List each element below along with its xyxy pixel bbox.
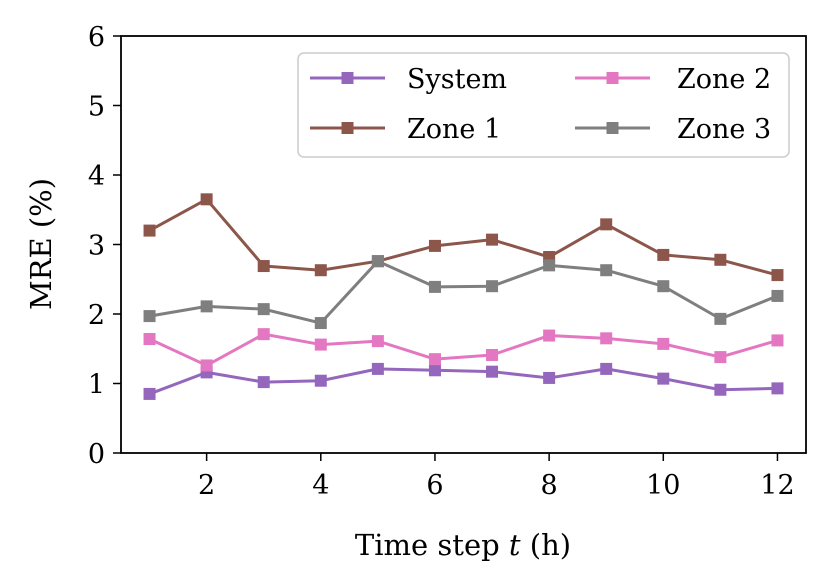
data-point-zone-2 (771, 334, 784, 347)
data-point-zone-1 (657, 248, 670, 261)
data-point-zone-3 (371, 255, 384, 268)
series-system (143, 362, 784, 400)
data-point-zone-1 (257, 260, 270, 273)
data-point-system (257, 376, 270, 389)
legend-item-zone-2: Zone 2 (575, 64, 771, 95)
data-point-zone-2 (486, 349, 499, 362)
data-point-zone-2 (143, 333, 156, 346)
data-point-system (314, 374, 327, 387)
data-point-zone-1 (771, 269, 784, 282)
data-point-zone-1 (428, 239, 441, 252)
legend-marker-zone-2 (606, 72, 619, 84)
x-tick-label: 10 (646, 470, 680, 501)
legend-marker-zone-3 (606, 122, 619, 134)
series-line-zone-3 (149, 259, 779, 325)
data-point-zone-3 (771, 289, 784, 302)
data-point-system (714, 383, 727, 396)
y-tick-label: 4 (88, 161, 105, 192)
legend-marker-system (341, 72, 354, 84)
data-point-zone-3 (600, 264, 613, 277)
y-axis-title: MRE (%) (24, 178, 58, 310)
data-point-zone-2 (543, 329, 556, 342)
series-line-system (149, 367, 778, 396)
data-point-zone-3 (314, 317, 327, 330)
x-axis-title-prefix: Time step (355, 528, 509, 562)
x-axis-title-variable: t (509, 528, 521, 562)
data-point-system (771, 382, 784, 395)
y-tick-label: 6 (88, 22, 105, 53)
x-axis-title: Time step t (h) (355, 528, 571, 562)
legend-box (297, 52, 790, 158)
data-point-system (428, 364, 441, 377)
y-tick-label: 1 (88, 370, 105, 401)
x-tick-label: 8 (541, 470, 558, 501)
legend-marker-zone-1 (341, 122, 354, 134)
legend: System Zone 1 Zone 2 Zone 3 (297, 52, 790, 158)
data-point-zone-2 (428, 353, 441, 366)
x-axis-title-suffix: (h) (521, 528, 572, 562)
series-line-zone-2 (148, 332, 778, 367)
legend-label-system: System (407, 64, 507, 95)
series-layer (143, 193, 784, 400)
data-point-system (143, 387, 156, 400)
data-point-zone-3 (543, 259, 556, 272)
data-point-zone-2 (714, 351, 727, 364)
data-point-zone-3 (428, 280, 441, 293)
data-point-zone-3 (200, 300, 213, 313)
data-point-system (543, 371, 556, 384)
data-point-system (371, 362, 384, 375)
data-point-system (486, 365, 499, 378)
data-point-zone-2 (371, 335, 384, 348)
legend-label-zone-3: Zone 3 (677, 114, 771, 145)
y-tick-label: 3 (88, 231, 105, 262)
data-point-zone-2 (200, 359, 213, 372)
data-point-zone-1 (486, 233, 499, 246)
series-line-zone-1 (148, 197, 778, 277)
data-point-zone-3 (486, 280, 499, 293)
data-point-zone-1 (314, 264, 327, 277)
data-point-zone-3 (714, 312, 727, 325)
data-point-zone-2 (314, 338, 327, 351)
x-axis: 2 4 6 8 10 12 (198, 453, 795, 501)
data-point-zone-3 (657, 280, 670, 293)
y-tick-label: 5 (88, 92, 105, 123)
data-point-zone-2 (600, 332, 613, 345)
data-point-zone-2 (257, 328, 270, 341)
series-zone-3 (143, 255, 784, 330)
x-tick-label: 4 (312, 470, 329, 501)
data-point-system (657, 372, 670, 385)
y-tick-label: 2 (88, 300, 105, 331)
y-axis: 0 1 2 3 4 5 6 (88, 22, 121, 470)
y-tick-label: 0 (88, 439, 105, 470)
x-tick-label: 2 (198, 470, 215, 501)
legend-item-zone-3: Zone 3 (575, 114, 771, 145)
data-point-system (600, 362, 613, 375)
legend-label-zone-1: Zone 1 (407, 114, 501, 145)
data-point-zone-2 (657, 337, 670, 350)
x-tick-label: 6 (426, 470, 443, 501)
legend-label-zone-2: Zone 2 (677, 64, 771, 95)
x-tick-label: 12 (760, 470, 794, 501)
data-point-zone-3 (143, 310, 156, 323)
data-point-zone-3 (257, 303, 270, 316)
data-point-zone-1 (714, 253, 727, 266)
data-point-zone-1 (200, 193, 213, 206)
series-zone-2 (143, 328, 784, 372)
data-point-zone-1 (600, 218, 613, 231)
legend-item-system: System (310, 64, 507, 95)
data-point-zone-1 (143, 224, 156, 237)
legend-item-zone-1: Zone 1 (310, 114, 501, 145)
